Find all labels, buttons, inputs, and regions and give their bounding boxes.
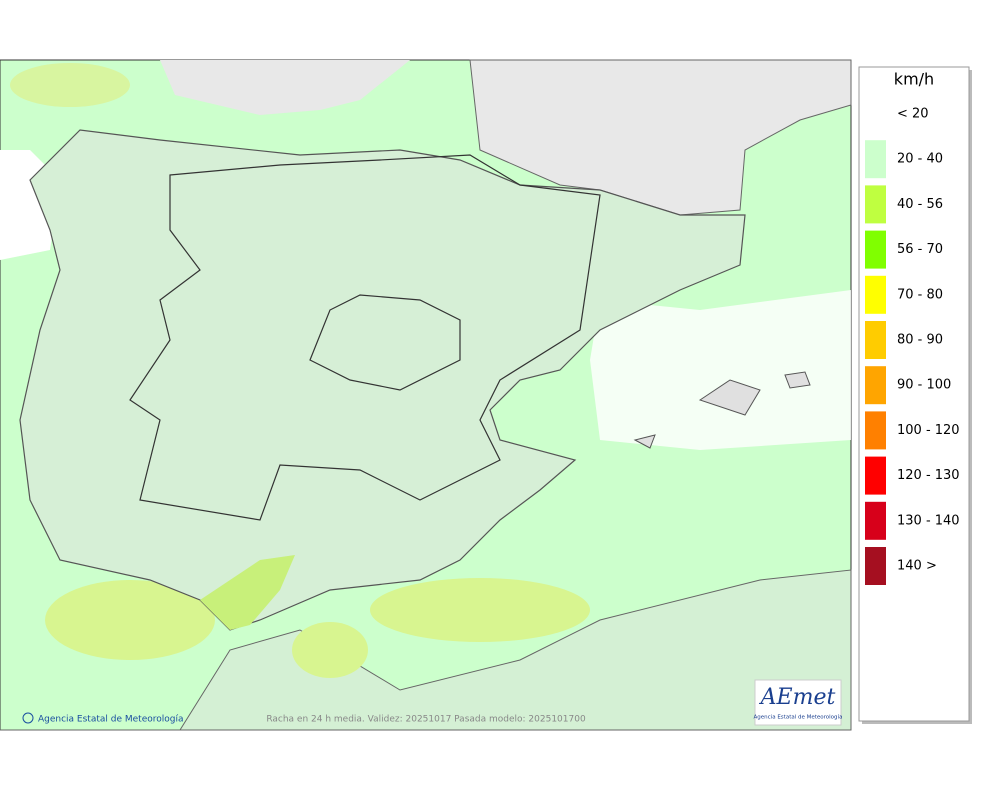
legend-swatch	[865, 411, 886, 450]
legend-swatch	[865, 95, 886, 133]
logo-box	[754, 679, 842, 726]
legend-label: 56 - 70	[897, 242, 943, 257]
legend-swatch	[865, 275, 886, 314]
legend-title: km/h	[894, 70, 934, 89]
legend-swatch	[865, 547, 886, 585]
gust-area	[10, 63, 130, 107]
legend: km/h < 20 20 - 40 40 - 56 56 - 70 70 - 80 80 …	[858, 66, 972, 724]
africa	[0, 569, 852, 731]
legend-label: 70 - 80	[897, 287, 943, 302]
caption: Racha en 24 h media. Validez: 20251017 P…	[266, 715, 586, 725]
legend-swatch	[865, 230, 886, 269]
region-borders	[309, 294, 461, 391]
legend-label: 90 - 100	[897, 378, 951, 393]
legend-label: 120 - 130	[897, 468, 960, 483]
gust-area	[45, 580, 215, 660]
legend-label: 80 - 90	[897, 333, 943, 348]
legend-label: 20 - 40	[897, 152, 943, 167]
iberia	[19, 129, 746, 631]
copyright-icon	[22, 712, 34, 724]
legend-label: 130 - 140	[897, 513, 960, 528]
credit: Agencia Estatal de Meteorología	[38, 715, 184, 725]
legend-label: 40 - 56	[897, 197, 943, 212]
logo-text: AEmet	[759, 685, 836, 710]
gust-area	[292, 622, 368, 678]
gust-area	[370, 578, 590, 642]
map	[0, 59, 852, 731]
gust-area	[200, 555, 295, 630]
legend-swatch	[865, 501, 886, 540]
legend-swatch	[865, 140, 886, 179]
region-borders	[129, 154, 601, 521]
legend-swatch	[865, 456, 886, 495]
balearic-islands	[633, 371, 811, 449]
legend-label: < 20	[897, 107, 929, 122]
legend-label: 140 >	[897, 559, 937, 574]
logo: AEmet Agencia Estatal de Meteorología	[754, 679, 843, 726]
sea-clear	[590, 290, 851, 450]
logo-subtitle: Agencia Estatal de Meteorología	[754, 714, 843, 721]
bay-area	[160, 60, 410, 115]
footer: Agencia Estatal de Meteorología Racha en…	[22, 712, 586, 725]
legend-swatch	[865, 185, 886, 224]
legend-swatch	[865, 366, 886, 405]
legend-label: 100 - 120	[897, 423, 960, 438]
france	[469, 59, 852, 216]
legend-swatch	[865, 321, 886, 359]
